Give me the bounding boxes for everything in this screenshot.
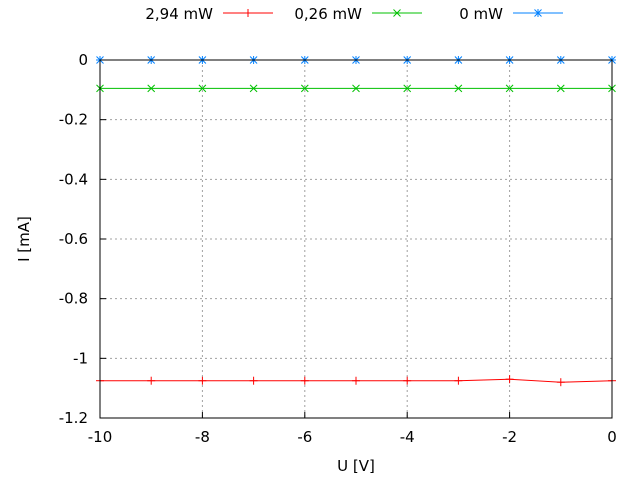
y-tick-label: -0.4 (59, 170, 88, 188)
y-tick-label: -0.6 (59, 230, 88, 248)
x-tick-label: -4 (400, 428, 415, 446)
y-tick-label: -1.2 (59, 409, 88, 427)
data-point (403, 84, 412, 93)
plot-border (99, 59, 613, 419)
x-tick-label: -8 (195, 428, 210, 446)
data-point (454, 84, 463, 93)
x-axis-label: U [V] (337, 457, 375, 475)
data-point (505, 84, 514, 93)
legend: 2,94 mW 0,26 mW 0 mW (145, 5, 563, 23)
legend-marker (393, 9, 401, 17)
data-point (556, 84, 565, 93)
y-tick-label: -0.8 (59, 290, 88, 308)
tick-labels: -10 -8 -6 -4 -2 0 0 -0.2 -0.4 -0.6 -0.8 -1 -1.2 (59, 51, 617, 446)
legend-entry: 2,94 mW (145, 5, 273, 23)
x-tick-label: 0 (607, 428, 617, 446)
data-point (147, 84, 156, 93)
series-0 (96, 375, 616, 387)
legend-label: 0,26 mW (294, 5, 362, 23)
x-tick-label: -6 (297, 428, 312, 446)
data-point (352, 84, 360, 93)
legend-entry: 0 mW (459, 5, 563, 23)
legend-entry: 0,26 mW (294, 5, 422, 23)
legend-label: 2,94 mW (145, 5, 213, 23)
y-tick-label: -1 (73, 349, 88, 367)
series (96, 56, 616, 387)
data-point (198, 84, 207, 93)
grid (99, 59, 613, 419)
x-tick-label: -2 (502, 428, 517, 446)
data-point (300, 84, 309, 93)
y-axis-label: I [mA] (15, 216, 33, 262)
data-point (249, 84, 258, 93)
y-tick-label: -0.2 (59, 111, 88, 129)
series-1 (96, 84, 616, 93)
legend-label: 0 mW (459, 5, 503, 23)
y-tick-label: 0 (78, 51, 88, 69)
x-tick-label: -10 (88, 428, 113, 446)
legend-marker (534, 9, 542, 17)
